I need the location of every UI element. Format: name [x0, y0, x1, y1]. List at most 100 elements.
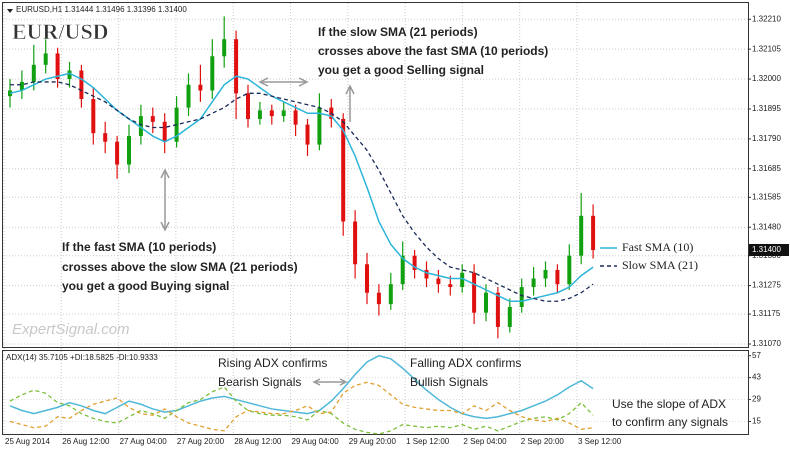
candle-body [55, 53, 60, 80]
candle-body [460, 272, 465, 288]
y-tick-label: 1.32105 [752, 44, 781, 53]
candle-body [222, 39, 227, 57]
candle-body [269, 110, 274, 117]
y-tick-label: 29 [752, 395, 761, 404]
arrow-head [312, 378, 348, 386]
last-price-box [749, 243, 789, 256]
legend-label: Fast SMA (10) [622, 240, 693, 254]
candle-body [293, 110, 298, 125]
price-panel [2, 2, 749, 348]
candle-body [127, 136, 131, 165]
candle-body [234, 39, 239, 94]
candle-body [519, 287, 524, 307]
candle-body [317, 107, 322, 145]
y-tick-label: 1.31585 [752, 192, 781, 201]
menu-icon [7, 9, 13, 13]
annotation: If the fast SMA (10 periods) [62, 240, 216, 254]
x-tick-label: 25 Aug 2014 [5, 437, 50, 446]
watermark: ExpertSignal.com [12, 321, 130, 338]
legend-label: Slow SMA (21) [622, 258, 698, 272]
x-tick-label: 26 Aug 12:00 [62, 437, 110, 446]
candle-body [388, 284, 393, 305]
y-tick-label: 1.31275 [752, 281, 781, 290]
x-tick-label: 29 Aug 04:00 [292, 437, 340, 446]
candle-body [281, 110, 286, 117]
y-tick-label: 15 [752, 417, 761, 426]
annotation: If the slow SMA (21 periods) [318, 25, 478, 39]
candle-body [150, 116, 155, 122]
arrow-head [258, 77, 309, 87]
grid [3, 3, 748, 434]
candle-body [436, 278, 441, 285]
candle-body [555, 269, 560, 285]
y-tick-label: 1.32210 [752, 14, 781, 23]
candle-body [91, 99, 96, 134]
candle-body [103, 133, 108, 142]
candle-body [115, 141, 120, 165]
x-tick-label: 27 Aug 20:00 [177, 437, 225, 446]
candle-body [67, 70, 72, 80]
candle-body [472, 272, 477, 313]
candle-body [365, 264, 369, 293]
symbol-header: EURUSD,H1 1.31444 1.31496 1.31396 1.3140… [16, 5, 187, 14]
arrow-head [160, 168, 170, 232]
x-tick-label: 28 Aug 12:00 [234, 437, 282, 446]
candle-body [543, 269, 548, 279]
candle-body [531, 278, 536, 288]
y-tick-label: 1.31175 [752, 309, 781, 318]
candle-body [162, 121, 167, 142]
candle-body [448, 284, 453, 288]
candle-body [19, 81, 24, 91]
y-tick-label: 1.32000 [752, 74, 781, 83]
y-tick-label: 1.31790 [752, 134, 781, 143]
annotation: you get a good Selling signal [318, 63, 484, 77]
indicator-line [9, 354, 594, 420]
sma-line [9, 72, 594, 303]
marks [8, 16, 596, 435]
annotation: you get a good Buying signal [62, 279, 229, 293]
symbol-title: EUR/USD [12, 19, 109, 44]
x-tick-label: 2 Sep 20:00 [521, 437, 565, 446]
candle-body [79, 70, 84, 100]
candle-body [424, 269, 429, 279]
y-tick-label: 57 [752, 351, 761, 360]
candle-body [257, 110, 262, 119]
candle-body [305, 124, 310, 145]
annotation: crosses above the fast SMA (10 periods) [318, 44, 548, 58]
x-tick-label: 27 Aug 04:00 [120, 437, 168, 446]
y-tick-label: 1.31480 [752, 222, 781, 231]
candle-body [31, 64, 36, 82]
candle-body [246, 93, 250, 119]
candle-body [591, 215, 596, 250]
annotation: Use the slope of ADX [612, 397, 726, 411]
y-tick-label: 1.31895 [752, 104, 781, 113]
arrow-head [345, 84, 355, 95]
adx-header: ADX(14) 35.7105 +DI:18.5825 -DI:10.9333 [6, 353, 158, 362]
candle-body [198, 84, 203, 91]
candle-body [186, 84, 191, 108]
annotation: to confirm any signals [612, 415, 728, 429]
candle-body [138, 116, 143, 137]
candle-body [579, 215, 584, 256]
indicator-line [9, 381, 594, 432]
candle-body [376, 292, 381, 305]
candle-body [43, 53, 48, 65]
x-tick-label: 29 Aug 20:00 [349, 437, 397, 446]
candle-body [341, 118, 346, 222]
candle-body [507, 306, 512, 327]
annotation: Falling ADX confirms [410, 356, 521, 370]
sma-line [10, 81, 594, 302]
indicator-line [9, 386, 594, 435]
x-tick-label: 2 Sep 04:00 [463, 437, 507, 446]
x-tick-label: 1 Sep 12:00 [406, 437, 450, 446]
candle-body [495, 292, 500, 327]
y-tick-label: 1.31070 [752, 339, 781, 348]
annotation: crosses above the slow SMA (21 periods) [62, 260, 298, 274]
adx-panel [2, 350, 749, 435]
candle-body [567, 255, 572, 285]
arrows [160, 77, 355, 386]
y-tick-label: 43 [752, 373, 761, 382]
candle-body [484, 292, 488, 313]
